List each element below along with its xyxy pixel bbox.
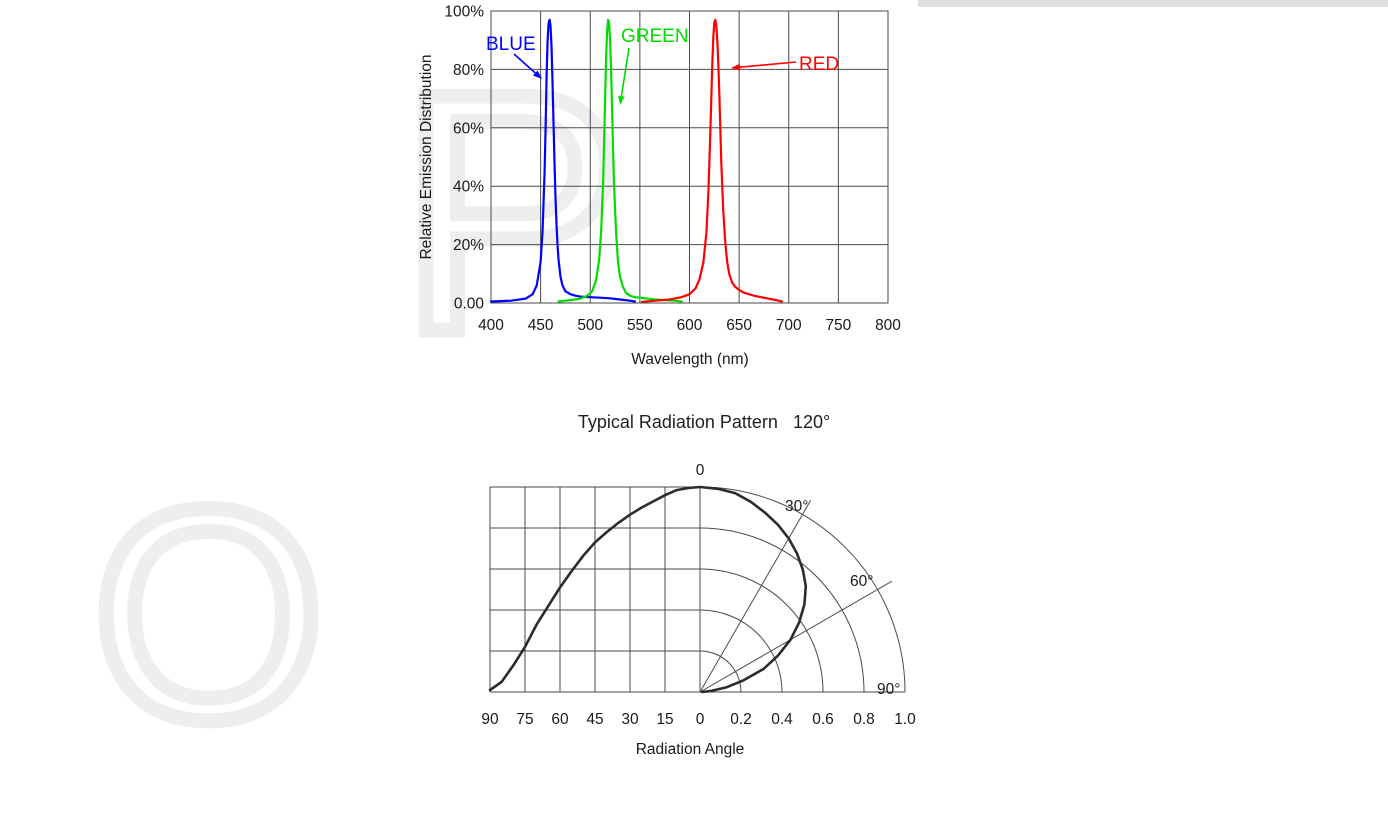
- watermark-glyph: O: [92, 446, 325, 782]
- angle-tick-label: 15: [656, 711, 673, 728]
- watermark-glyph: P: [398, 23, 625, 403]
- y-axis-title: Relative Emission Distribution: [418, 54, 435, 259]
- x-tick-label: 750: [825, 317, 851, 334]
- zero-angle-label: 0: [696, 462, 705, 479]
- series-curve-green: [557, 18, 683, 303]
- angle-label-30: 30°: [785, 498, 808, 515]
- polar-arc: [699, 527, 865, 693]
- polar-arc: [699, 568, 824, 693]
- annotation-label-green: GREEN: [621, 26, 689, 47]
- radiation-pattern-curve: [488, 485, 808, 694]
- x-axis-title: Wavelength (nm): [631, 351, 748, 368]
- chart-title: Typical Radiation Pattern 120°: [578, 412, 830, 432]
- radius-tick-label: 0.8: [853, 711, 875, 728]
- annotation-arrow-line: [739, 61, 797, 68]
- angle-label-60: 60°: [850, 573, 873, 590]
- polar-arc: [699, 650, 742, 693]
- emission-spectrum-chart: 400 450 500 550 600 650 700 750 800 0.00 20% 40% 60%…: [418, 4, 901, 369]
- y-tick-label: 20%: [453, 237, 484, 254]
- angle-label-90: 90°: [877, 681, 900, 698]
- polar-arc: [699, 486, 906, 693]
- radius-tick-label: 0.4: [771, 711, 793, 728]
- annotation-arrow-head: [533, 70, 542, 79]
- x-tick-label: 600: [677, 317, 703, 334]
- y-tick-label: 100%: [444, 4, 484, 21]
- series-curve-red: [640, 18, 783, 303]
- x-tick-label: 500: [577, 317, 603, 334]
- angle-tick-label: 60: [551, 711, 569, 728]
- radius-tick-label: 0.6: [812, 711, 834, 728]
- y-tick-label: 80%: [453, 62, 484, 79]
- plot-border: [490, 10, 889, 304]
- radiation-pattern-chart: Typical Radiation Pattern 120° 90 75 60 45 30…: [481, 412, 916, 758]
- radius-tick-label: 1.0: [894, 711, 916, 728]
- x-tick-label: 650: [726, 317, 752, 334]
- annotation-arrow-head: [618, 95, 625, 105]
- x-tick-label: 700: [776, 317, 802, 334]
- x-tick-label: 400: [478, 317, 504, 334]
- x-tick-label: 550: [627, 317, 653, 334]
- annotation-arrow-line: [513, 53, 536, 74]
- angle-tick-label: 0: [696, 711, 705, 728]
- annotation-arrow-line: [620, 47, 630, 97]
- y-tick-label: 40%: [453, 179, 484, 196]
- angle-tick-label: 30: [621, 711, 639, 728]
- x-tick-label: 450: [528, 317, 554, 334]
- x-axis-title: Radiation Angle: [636, 741, 745, 758]
- angle-tick-label: 90: [481, 711, 499, 728]
- watermark-top-bar: [918, 0, 1388, 7]
- y-tick-label: 60%: [453, 120, 484, 137]
- radius-tick-label: 0.2: [730, 711, 752, 728]
- radial-line-30: [699, 500, 812, 693]
- polar-arc: [699, 609, 783, 693]
- x-tick-label: 800: [875, 317, 901, 334]
- angle-tick-label: 45: [586, 711, 603, 728]
- watermark: PO: [85, 0, 1388, 790]
- annotation-arrow-head: [731, 63, 741, 71]
- radial-line-60: [699, 580, 892, 693]
- y-tick-label: 0.00: [454, 296, 485, 313]
- annotation-label-red: RED: [799, 54, 839, 75]
- angle-tick-label: 75: [516, 711, 533, 728]
- annotation-label-blue: BLUE: [486, 34, 536, 55]
